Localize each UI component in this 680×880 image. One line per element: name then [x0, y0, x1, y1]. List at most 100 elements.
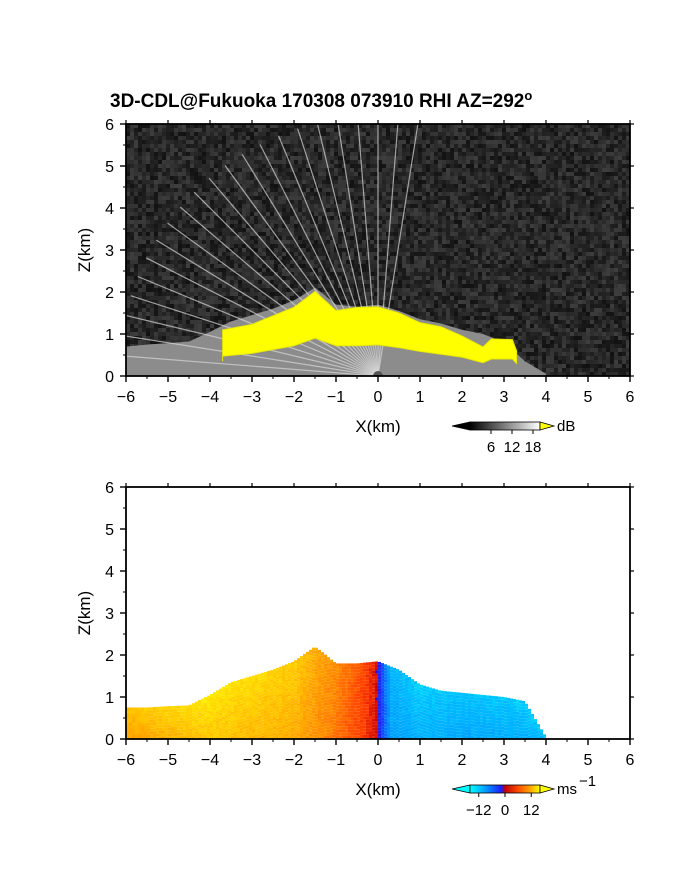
noise-cell: [542, 236, 546, 240]
noise-cell: [382, 260, 386, 264]
noise-cell: [502, 204, 506, 208]
noise-cell: [534, 180, 538, 184]
noise-cell: [178, 124, 182, 128]
noise-cell: [542, 188, 546, 192]
noise-cell: [334, 204, 338, 208]
noise-cell: [354, 192, 358, 196]
noise-cell: [574, 204, 578, 208]
noise-cell: [502, 216, 506, 220]
noise-cell: [262, 244, 266, 248]
noise-cell: [454, 184, 458, 188]
noise-cell: [274, 216, 278, 220]
noise-cell: [178, 180, 182, 184]
noise-cell: [494, 144, 498, 148]
noise-cell: [210, 264, 214, 268]
noise-cell: [582, 256, 586, 260]
noise-cell: [126, 252, 130, 256]
noise-cell: [390, 140, 394, 144]
noise-cell: [610, 276, 614, 280]
noise-cell: [250, 236, 254, 240]
noise-cell: [514, 156, 518, 160]
noise-cell: [254, 156, 258, 160]
noise-cell: [166, 152, 170, 156]
noise-cell: [154, 168, 158, 172]
noise-cell: [242, 212, 246, 216]
noise-cell: [622, 208, 626, 212]
noise-cell: [142, 140, 146, 144]
noise-cell: [262, 232, 266, 236]
noise-cell: [450, 216, 454, 220]
noise-cell: [142, 184, 146, 188]
noise-cell: [390, 264, 394, 268]
noise-cell: [462, 276, 466, 280]
noise-cell: [514, 204, 518, 208]
noise-cell: [350, 196, 354, 200]
noise-cell: [282, 180, 286, 184]
noise-cell: [146, 156, 150, 160]
noise-cell: [322, 232, 326, 236]
noise-cell: [430, 264, 434, 268]
noise-cell: [610, 192, 614, 196]
noise-cell: [358, 188, 362, 192]
noise-cell: [178, 160, 182, 164]
noise-cell: [226, 272, 230, 276]
noise-cell: [538, 252, 542, 256]
noise-cell: [402, 192, 406, 196]
noise-cell: [378, 156, 382, 160]
noise-cell: [366, 208, 370, 212]
noise-cell: [246, 268, 250, 272]
noise-cell: [286, 136, 290, 140]
noise-cell: [418, 236, 422, 240]
noise-cell: [134, 232, 138, 236]
noise-cell: [438, 248, 442, 252]
noise-cell: [534, 132, 538, 136]
noise-cell: [230, 192, 234, 196]
noise-cell: [298, 184, 302, 188]
noise-cell: [578, 180, 582, 184]
noise-cell: [554, 244, 558, 248]
noise-cell: [234, 128, 238, 132]
noise-cell: [250, 152, 254, 156]
noise-cell: [226, 132, 230, 136]
noise-cell: [274, 280, 278, 284]
noise-cell: [426, 160, 430, 164]
noise-cell: [414, 208, 418, 212]
noise-cell: [554, 204, 558, 208]
noise-cell: [366, 220, 370, 224]
noise-cell: [162, 272, 166, 276]
noise-cell: [246, 156, 250, 160]
noise-cell: [162, 128, 166, 132]
noise-cell: [422, 180, 426, 184]
noise-cell: [574, 216, 578, 220]
noise-cell: [262, 280, 266, 284]
noise-cell: [442, 156, 446, 160]
noise-cell: [162, 148, 166, 152]
noise-cell: [554, 256, 558, 260]
noise-cell: [242, 208, 246, 212]
noise-cell: [550, 256, 554, 260]
noise-cell: [598, 212, 602, 216]
noise-cell: [238, 204, 242, 208]
noise-cell: [614, 124, 618, 128]
noise-cell: [614, 200, 618, 204]
noise-cell: [170, 156, 174, 160]
noise-cell: [462, 204, 466, 208]
noise-cell: [494, 208, 498, 212]
noise-cell: [346, 148, 350, 152]
noise-cell: [562, 236, 566, 240]
noise-cell: [570, 132, 574, 136]
noise-cell: [182, 264, 186, 268]
noise-cell: [190, 176, 194, 180]
noise-cell: [170, 152, 174, 156]
noise-cell: [386, 160, 390, 164]
noise-cell: [378, 208, 382, 212]
noise-cell: [418, 268, 422, 272]
noise-cell: [334, 280, 338, 284]
noise-cell: [202, 272, 206, 276]
noise-cell: [210, 248, 214, 252]
noise-cell: [250, 268, 254, 272]
noise-cell: [494, 152, 498, 156]
noise-cell: [486, 272, 490, 276]
noise-cell: [466, 188, 470, 192]
noise-cell: [126, 128, 130, 132]
